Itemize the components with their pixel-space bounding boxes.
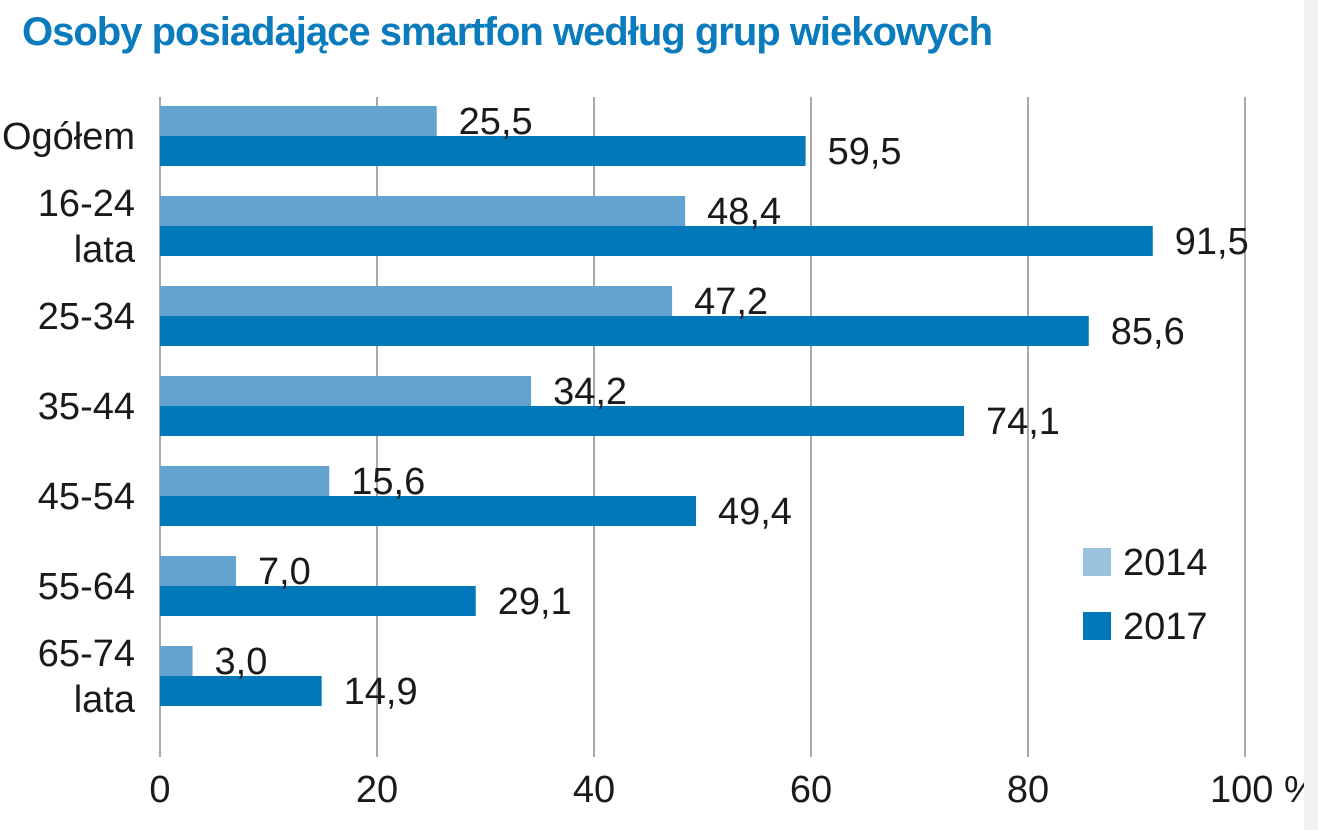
category-label-4-0: 45-54 — [38, 476, 135, 518]
bar-2017-4 — [160, 496, 696, 526]
category-label-1-1: lata — [74, 229, 136, 271]
category-label-6-0: 65-74 — [38, 633, 135, 675]
bar-2014-6 — [160, 646, 193, 676]
value-label-2014-1: 48,4 — [707, 191, 781, 233]
category-label-6-1: lata — [74, 679, 136, 721]
bar-2017-2 — [160, 316, 1089, 346]
value-label-2014-2: 47,2 — [694, 281, 768, 323]
value-label-2014-5: 7,0 — [258, 551, 311, 593]
bar-2017-6 — [160, 676, 322, 706]
x-tick-label-80: 80 — [1007, 769, 1049, 811]
x-tick-label-0: 0 — [149, 769, 170, 811]
value-label-2017-6: 14,9 — [344, 671, 418, 713]
page-edge — [1304, 0, 1318, 830]
value-label-2017-2: 85,6 — [1111, 311, 1185, 353]
page-title: Osoby posiadające smartfon według grup w… — [22, 10, 993, 54]
x-tick-label-100: 100 % — [1210, 769, 1318, 811]
bar-2014-3 — [160, 376, 532, 406]
bars-layer — [160, 106, 1153, 706]
bar-2017-1 — [160, 226, 1153, 256]
bar-2017-3 — [160, 406, 964, 436]
value-label-2014-6: 3,0 — [215, 641, 268, 683]
category-label-2-0: 25-34 — [38, 296, 135, 338]
bar-2017-5 — [160, 586, 476, 616]
legend-label-2014: 2014 — [1123, 542, 1208, 584]
category-label-5-0: 55-64 — [38, 566, 135, 608]
category-label-0-0: Ogółem — [2, 116, 135, 158]
bar-2014-1 — [160, 196, 686, 226]
bar-2014-4 — [160, 466, 330, 496]
value-label-2017-1: 91,5 — [1175, 221, 1249, 263]
value-label-2017-0: 59,5 — [828, 131, 902, 173]
value-label-2014-0: 25,5 — [459, 101, 533, 143]
labels-layer: 0 20 40 60 80 100 % 25,5 59,5 Ogółem 48,4 91,5 16-2… — [2, 101, 1318, 811]
bar-2014-5 — [160, 556, 236, 586]
legend-swatch-2017 — [1083, 612, 1111, 640]
value-label-2014-3: 34,2 — [553, 371, 627, 413]
bar-2014-0 — [160, 106, 437, 136]
x-tick-label-40: 40 — [573, 769, 615, 811]
legend-label-2017: 2017 — [1123, 606, 1208, 648]
value-label-2017-5: 29,1 — [498, 581, 572, 623]
x-tick-label-60: 60 — [790, 769, 832, 811]
category-label-1-0: 16-24 — [38, 183, 135, 225]
bar-2014-2 — [160, 286, 673, 316]
legend-swatch-2014 — [1083, 548, 1111, 576]
bar-2017-0 — [160, 136, 806, 166]
value-label-2017-3: 74,1 — [986, 401, 1060, 443]
value-label-2014-4: 15,6 — [351, 461, 425, 503]
category-label-3-0: 35-44 — [38, 386, 135, 428]
x-tick-label-20: 20 — [356, 769, 398, 811]
legend: 2014 2017 — [1083, 542, 1208, 648]
value-label-2017-4: 49,4 — [718, 491, 792, 533]
